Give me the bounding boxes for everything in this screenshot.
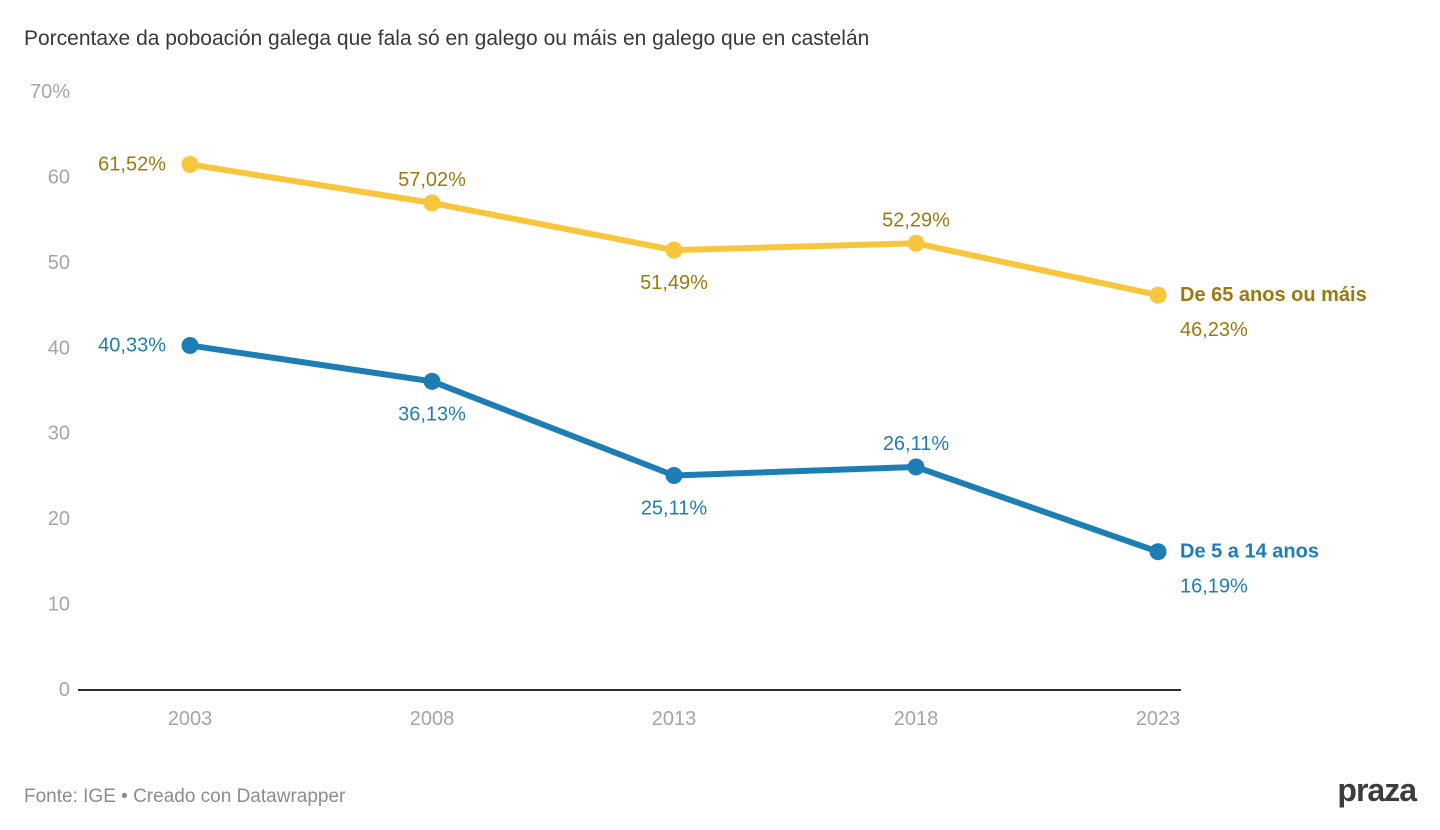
- praza-logo: praza: [1337, 772, 1417, 808]
- x-tick-label: 2018: [894, 708, 939, 730]
- value-label: 57,02%: [398, 169, 466, 191]
- value-label: 25,11%: [641, 497, 708, 519]
- value-label: 61,52%: [98, 153, 166, 175]
- data-point[interactable]: [665, 466, 683, 484]
- series-end-value: 16,19%: [1180, 576, 1248, 598]
- value-label: 36,13%: [398, 403, 466, 425]
- data-point[interactable]: [907, 458, 925, 476]
- data-point[interactable]: [423, 194, 441, 212]
- y-tick-label: 70%: [30, 81, 70, 103]
- x-tick-label: 2003: [168, 708, 213, 730]
- y-tick-label: 20: [48, 508, 70, 530]
- data-point[interactable]: [181, 336, 199, 354]
- value-label: 26,11%: [883, 433, 950, 455]
- data-point[interactable]: [1149, 286, 1167, 304]
- value-label: 40,33%: [98, 334, 166, 356]
- y-tick-label: 30: [48, 423, 70, 445]
- series-line-1: [187, 342, 1161, 555]
- y-tick-label: 10: [48, 594, 70, 616]
- y-tick-label: 50: [48, 252, 70, 274]
- data-point[interactable]: [1149, 543, 1167, 561]
- y-tick-label: 60: [48, 166, 70, 188]
- series-end-value: 46,23%: [1180, 319, 1248, 341]
- data-point[interactable]: [907, 234, 925, 252]
- data-point[interactable]: [423, 372, 441, 390]
- value-label: 52,29%: [882, 209, 950, 231]
- x-tick-label: 2008: [410, 708, 455, 730]
- data-point[interactable]: [181, 155, 199, 173]
- value-label: 51,49%: [640, 272, 708, 294]
- y-tick-label: 40: [48, 337, 70, 359]
- series-end-name: De 65 anos ou máis: [1180, 284, 1367, 306]
- source-note: Fonte: IGE • Creado con Datawrapper: [24, 786, 346, 807]
- x-tick-label: 2013: [652, 708, 697, 730]
- chart-title: Porcentaxe da poboación galega que fala …: [24, 27, 870, 50]
- x-tick-label: 2023: [1136, 708, 1181, 730]
- series-end-name: De 5 a 14 anos: [1180, 541, 1319, 563]
- y-tick-label: 0: [59, 679, 70, 701]
- data-point[interactable]: [665, 241, 683, 259]
